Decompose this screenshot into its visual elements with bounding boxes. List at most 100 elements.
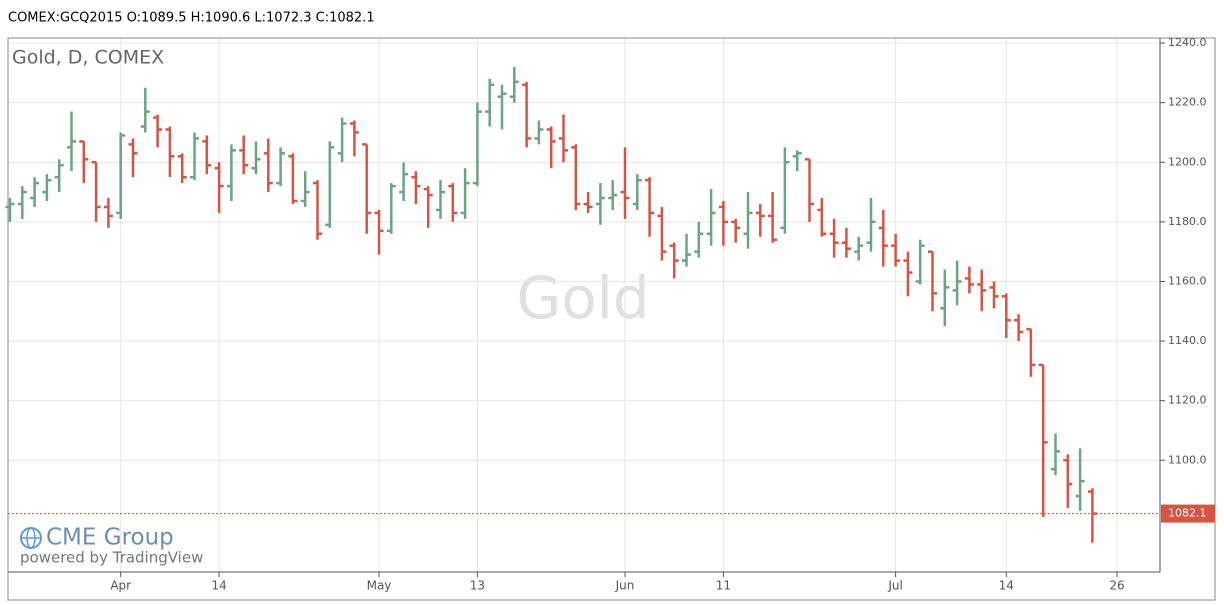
ohlc-bar [1075,448,1085,511]
ohlc-bar [239,135,249,175]
y-tick-label: 1140.0 [1168,334,1207,347]
x-tick-label: May [367,579,392,593]
ohlc-bar [140,87,150,133]
ohlc-bar [202,135,212,175]
ohlc-bar [682,233,691,267]
ohlc-bar [989,281,999,309]
ohlc-bar [768,192,778,243]
ohlc-bar [337,117,347,163]
ohlc-bar [1026,327,1036,377]
ohlc-bar [509,66,519,103]
header: COMEX:GCQ2015 O:1089.5 H:1090.6 L:1072.3… [8,11,375,26]
ohlc-bar [1014,314,1024,342]
y-tick-label: 1100.0 [1168,453,1207,466]
ohlc-bar [103,198,113,228]
ohlc-bar [79,140,89,184]
ohlc-bar [485,78,495,127]
ohlc-bar [1038,363,1048,517]
ohlc-bar [620,147,630,219]
ohlc-bar [177,153,187,184]
y-tick-label: 1200.0 [1168,155,1207,168]
ohlc-bar [928,250,937,312]
ohlc-bar [165,126,175,178]
ohlc-bar [878,209,888,267]
grid [8,38,1160,572]
ohlc-bar [17,186,27,219]
bars [5,66,1097,543]
x-tick-label: 26 [1109,579,1124,593]
ohlc-bar [349,120,359,157]
ohlc-bar [608,180,618,210]
watermark: Gold [516,264,649,332]
ohlc-bar [694,221,704,258]
y-tick-label: 1240.0 [1168,36,1207,49]
ohlc-bar [792,150,802,172]
ohlc-bar [817,198,827,237]
ohlc-bar [42,174,52,202]
ohlc-bar [891,233,901,267]
ohlc-bar [595,183,605,225]
credit: powered by TradingView [20,549,203,567]
ohlc-bar [497,84,507,130]
ohlc-bar [571,144,581,210]
ohlc-bar [436,180,445,219]
ohlc-bar [288,153,298,204]
ohlc-bar [128,138,138,178]
ohlc-bar [1063,454,1073,508]
ohlc-bar [903,251,913,297]
ohlc-bar [362,143,372,234]
ohlc-bar [423,186,433,228]
ohlc-bar [805,158,814,222]
y-tick-label: 1220.0 [1168,96,1207,109]
ohlc-bar [866,198,876,252]
ohlc-bar [755,203,765,237]
ohlc-bar [472,102,482,187]
ohlc-bar [940,269,950,327]
chart-title: Gold, D, COMEX [12,47,164,69]
x-tick-label: 14 [999,579,1014,593]
logo: CME Group [46,525,174,551]
x-tick-label: Jul [887,579,902,593]
x-tick-label: 13 [470,579,485,593]
ohlc-bar [190,132,199,181]
y-tick-label: 1180.0 [1168,215,1207,228]
ohlc-bar [54,159,64,193]
ohlc-bar [226,144,236,202]
ohlc-bar [1001,293,1011,339]
y-tick-label: 1120.0 [1168,394,1207,407]
ohlc-bar [251,141,261,175]
ohlc-bar [657,206,667,261]
last-price-box [1161,504,1215,523]
ohlc-bar [116,132,126,219]
ohlc-bar [977,269,987,312]
logo-icon [20,527,42,549]
ohlc-bar [460,168,470,219]
ohlc-bar [325,141,335,228]
ohlc-bar [534,120,544,145]
ohlc-bar [743,192,753,249]
ohlc-bar [411,171,421,204]
ohlc-bar [399,162,409,202]
ohlc-bar [386,183,396,234]
ohlc-bar [300,171,310,207]
ohlc-bar [30,177,40,207]
x-tick-label: Jun [615,579,635,593]
x-tick-label: 14 [211,579,226,593]
outer-frame [7,37,1216,601]
ohlc-bar [854,236,864,261]
y-tick-label: 1160.0 [1168,274,1207,287]
ohlc-bar [559,114,568,163]
ohlc-bar [706,189,716,246]
ohlc-bar [448,183,458,222]
ohlc-bar [214,162,224,213]
ohlc-bar [952,260,962,306]
ohlc-bar [153,114,163,148]
ohlc-bar [645,177,655,237]
ohlc-bar [91,161,101,222]
ohlc-bar [522,81,532,148]
ohlc-bar [546,126,556,169]
ohlc-bar [313,180,322,240]
